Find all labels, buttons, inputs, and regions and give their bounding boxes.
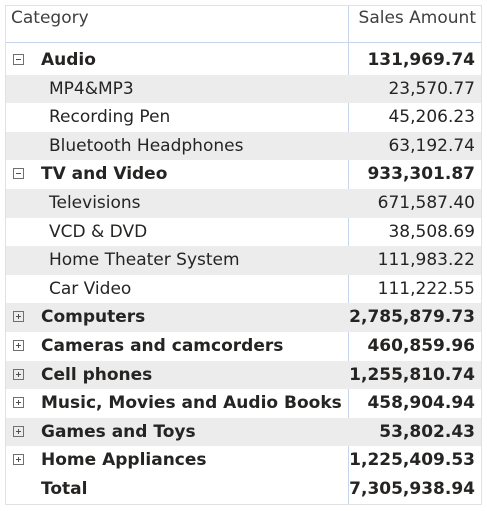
category-label: Cell phones <box>41 364 153 385</box>
expand-icon[interactable] <box>13 397 24 409</box>
child-row-mp4-mp3[interactable]: MP4&MP3 23,570.77 <box>6 74 481 104</box>
group-row-audio[interactable]: Audio 131,969.74 <box>6 46 481 75</box>
child-row-televisions[interactable]: Televisions 671,587.40 <box>6 188 481 218</box>
expand-icon[interactable] <box>13 339 24 351</box>
category-label: Recording Pen <box>49 107 171 128</box>
collapse-icon[interactable] <box>13 168 24 180</box>
sales-amount-value: 2,785,879.73 <box>349 307 475 328</box>
child-row-vcd-dvd[interactable]: VCD & DVD 38,508.69 <box>6 218 481 247</box>
group-row-music-movies-and-audio-books[interactable]: Music, Movies and Audio Books 458,904.94 <box>6 389 481 418</box>
sales-amount-value: 111,983.22 <box>377 250 475 271</box>
group-row-games-and-toys[interactable]: Games and Toys 53,802.43 <box>6 417 481 447</box>
sales-amount-value: 933,301.87 <box>367 164 475 185</box>
total-row: Total 7,305,938.94 <box>6 475 481 504</box>
category-label: Bluetooth Headphones <box>49 135 244 156</box>
category-label: Car Video <box>49 278 132 299</box>
category-label: Cameras and camcorders <box>41 335 284 356</box>
collapse-icon[interactable] <box>13 54 24 65</box>
category-label: Televisions <box>49 192 141 213</box>
group-row-home-appliances[interactable]: Home Appliances 1,225,409.53 <box>6 446 481 475</box>
expand-icon[interactable] <box>13 311 24 323</box>
column-header-sales-amount[interactable]: Sales Amount <box>358 8 476 28</box>
matrix-body: Audio 131,969.74 MP4&MP3 23,570.77 Recording… <box>6 46 481 504</box>
category-label: Home Theater System <box>49 250 240 271</box>
child-row-car-video[interactable]: Car Video 111,222.55 <box>6 275 481 304</box>
sales-amount-value: 53,802.43 <box>379 421 475 442</box>
sales-amount-value: 23,570.77 <box>388 78 475 99</box>
group-row-cell-phones[interactable]: Cell phones 1,255,810.74 <box>6 360 481 390</box>
sales-amount-value: 131,969.74 <box>367 50 475 70</box>
sales-amount-value: 38,508.69 <box>388 221 475 242</box>
column-header-category[interactable]: Category <box>11 8 89 28</box>
category-label: MP4&MP3 <box>49 78 134 99</box>
category-label: TV and Video <box>41 164 168 185</box>
total-label: Total <box>41 478 88 499</box>
expand-icon[interactable] <box>13 425 24 437</box>
sales-amount-value: 1,255,810.74 <box>349 364 475 385</box>
matrix-visual: Category Sales Amount Audio 131,969.74 MP4… <box>5 5 482 505</box>
sales-amount-value: 671,587.40 <box>377 192 475 213</box>
group-row-computers[interactable]: Computers 2,785,879.73 <box>6 303 481 332</box>
sales-amount-value: 1,225,409.53 <box>349 450 475 471</box>
category-label: VCD & DVD <box>49 221 148 242</box>
sales-amount-value: 458,904.94 <box>367 393 475 414</box>
category-label: Home Appliances <box>41 450 207 471</box>
child-row-recording-pen[interactable]: Recording Pen 45,206.23 <box>6 103 481 132</box>
matrix-header: Category Sales Amount <box>6 6 481 43</box>
group-row-tv-and-video[interactable]: TV and Video 933,301.87 <box>6 160 481 189</box>
total-amount-value: 7,305,938.94 <box>349 478 475 499</box>
sales-amount-value: 111,222.55 <box>377 278 475 299</box>
group-row-cameras-and-camcorders[interactable]: Cameras and camcorders 460,859.96 <box>6 332 481 361</box>
child-row-bluetooth-headphones[interactable]: Bluetooth Headphones 63,192.74 <box>6 131 481 161</box>
category-label: Computers <box>41 307 146 328</box>
sales-amount-value: 63,192.74 <box>388 135 475 156</box>
sales-amount-value: 460,859.96 <box>367 335 475 356</box>
category-label: Audio <box>41 50 96 70</box>
child-row-home-theater-system[interactable]: Home Theater System 111,983.22 <box>6 246 481 275</box>
category-label: Games and Toys <box>41 421 196 442</box>
category-label: Music, Movies and Audio Books <box>41 393 342 414</box>
sales-amount-value: 45,206.23 <box>388 107 475 128</box>
expand-icon[interactable] <box>13 454 24 466</box>
expand-icon[interactable] <box>13 368 24 380</box>
